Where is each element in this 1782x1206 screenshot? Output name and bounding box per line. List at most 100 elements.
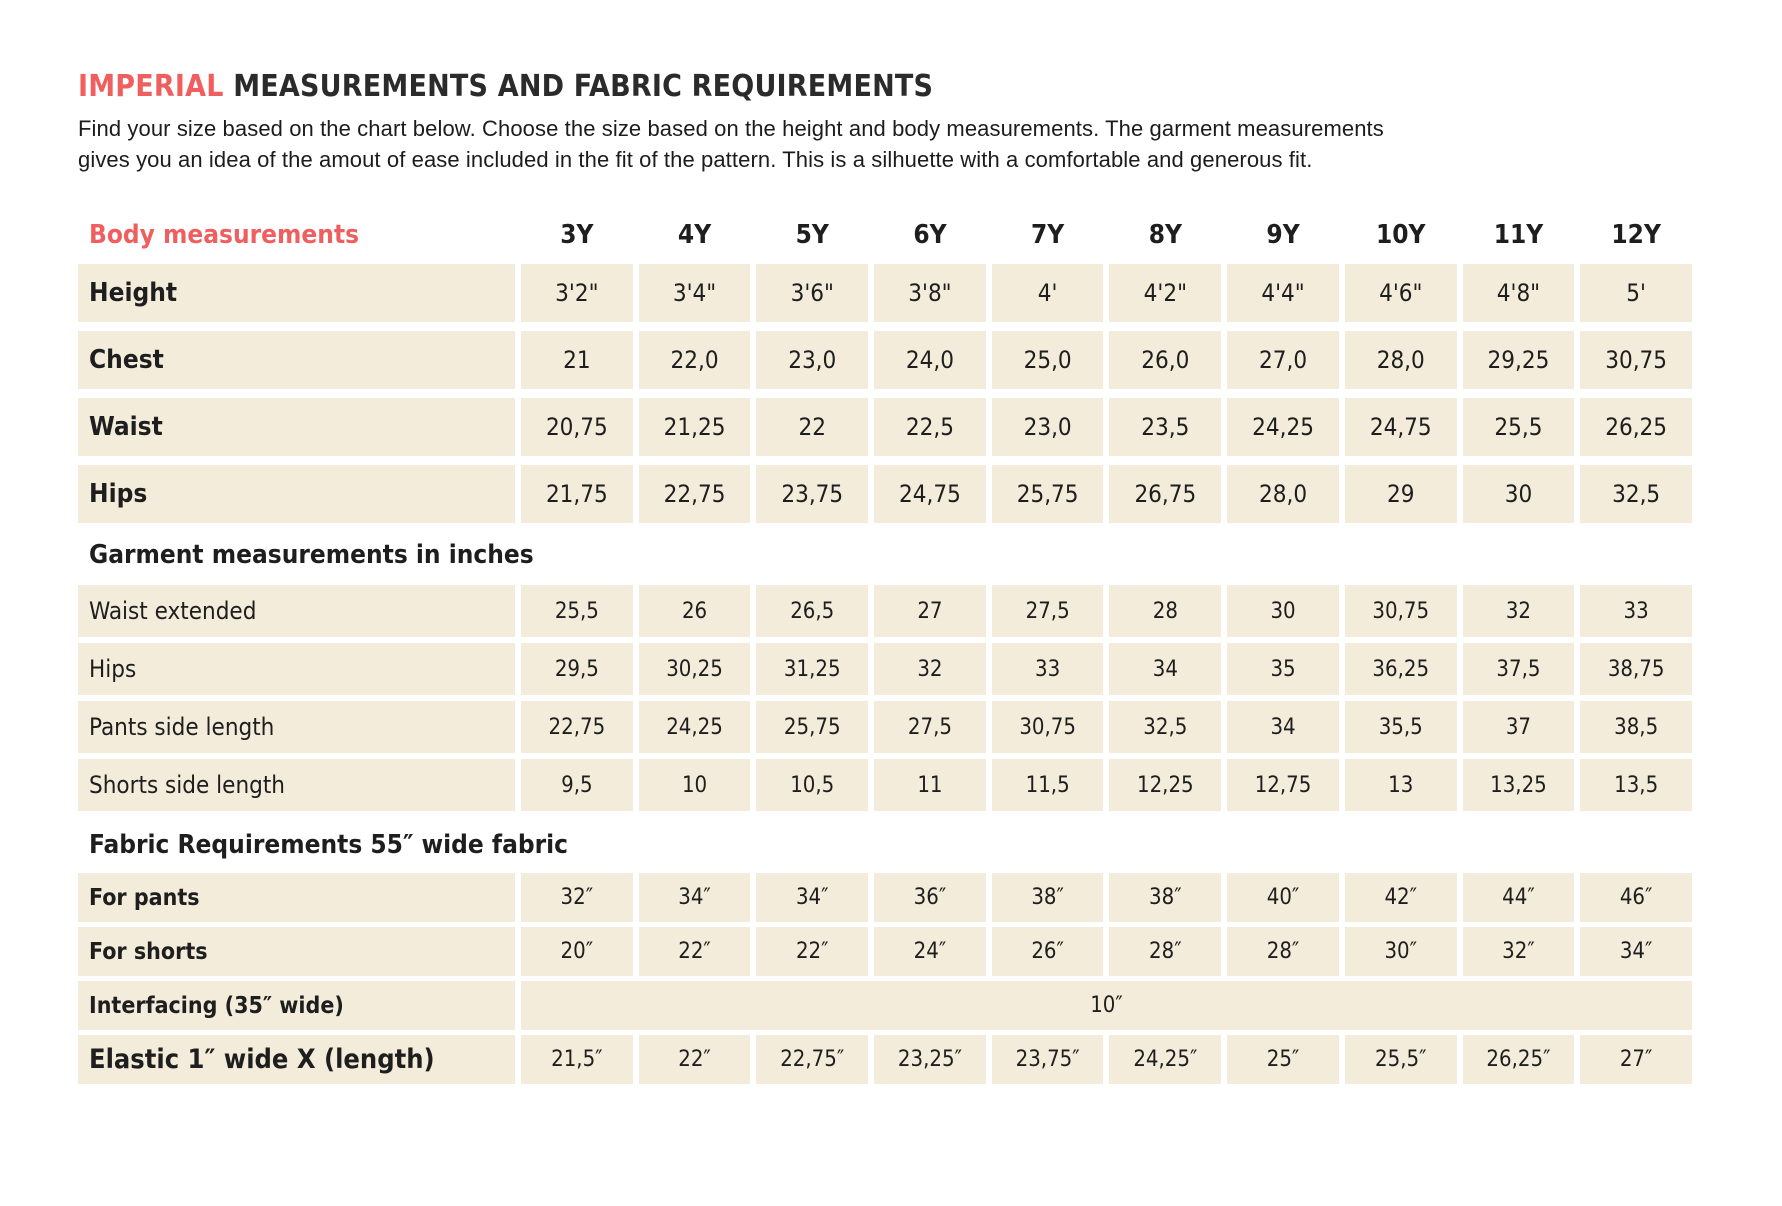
intro-line-1: Find your size based on the chart below.… (78, 116, 1384, 141)
value-cell: 44″ (1462, 873, 1575, 922)
value-cell: 29,5 (521, 643, 633, 695)
table-row: Waist extended 25,5 26 26,5 27 27,5 28 30 30,75 3… (78, 585, 1692, 637)
table-header-row: Body measurements 3Y 4Y 5Y 6Y 7Y 8Y 9Y 10Y 11Y 12… (78, 209, 1692, 261)
value-cell: 23,0 (756, 331, 869, 389)
table-row: For shorts 20″ 22″ 22″ 24″ 26″ 28″ 28″ 30″ 32″ 34″ (78, 927, 1692, 976)
value-cell: 10 (638, 759, 751, 811)
value-cell: 38,5 (1580, 701, 1692, 753)
value-cell: 42″ (1344, 873, 1457, 922)
value-cell: 4'8" (1462, 264, 1575, 322)
row-label: Hips (78, 465, 515, 523)
value-cell: 23,75″ (991, 1035, 1104, 1084)
value-cell: 28 (1109, 585, 1222, 637)
value-cell: 22,75″ (756, 1035, 869, 1084)
page: IMPERIAL MEASUREMENTS AND FABRIC REQUIRE… (78, 70, 1782, 1084)
title-highlight: IMPERIAL (78, 69, 224, 104)
size-column-header: 10Y (1375, 220, 1426, 250)
value-cell: 13,25 (1462, 759, 1575, 811)
row-label: For shorts (78, 927, 515, 976)
value-cell: 38″ (991, 873, 1104, 922)
value-cell: 21,25 (638, 398, 751, 456)
value-cell: 32″ (1462, 927, 1575, 976)
table-row: Chest 21 22,0 23,0 24,0 25,0 26,0 27,0 28,0 29,25… (78, 331, 1692, 389)
value-cell: 32 (1462, 585, 1575, 637)
size-table: Body measurements 3Y 4Y 5Y 6Y 7Y 8Y 9Y 10Y 11Y 12… (78, 209, 1692, 1084)
value-cell: 25,75 (756, 701, 869, 753)
value-cell: 13,5 (1580, 759, 1692, 811)
value-cell: 23,0 (991, 398, 1104, 456)
value-cell: 26 (638, 585, 751, 637)
value-cell: 20,75 (521, 398, 633, 456)
value-cell: 30,75 (1580, 331, 1692, 389)
value-cell: 37,5 (1462, 643, 1575, 695)
value-cell: 21,75 (521, 465, 633, 523)
size-column-header: 11Y (1493, 220, 1544, 250)
value-cell: 37 (1462, 701, 1575, 753)
row-label: Waist extended (78, 585, 515, 637)
table-row: Height 3'2" 3'4" 3'6" 3'8" 4' 4'2" 4'4" 4'6" 4'8"… (78, 264, 1692, 322)
value-cell: 32,5 (1580, 465, 1692, 523)
value-cell: 28,0 (1344, 331, 1457, 389)
value-cell: 21,5″ (521, 1035, 633, 1084)
value-cell: 32,5 (1109, 701, 1222, 753)
value-cell: 4'4" (1227, 264, 1339, 322)
row-label: Height (78, 264, 515, 322)
value-cell: 29 (1344, 465, 1457, 523)
value-cell: 22″ (756, 927, 869, 976)
value-cell: 24,75 (1344, 398, 1457, 456)
value-cell: 27,5 (991, 585, 1104, 637)
value-cell: 25″ (1227, 1035, 1339, 1084)
value-cell: 24″ (874, 927, 986, 976)
value-cell: 21 (521, 331, 633, 389)
value-cell: 5' (1580, 264, 1692, 322)
value-cell: 26,75 (1109, 465, 1222, 523)
value-cell: 36,25 (1344, 643, 1457, 695)
table-row: Shorts side length 9,5 10 10,5 11 11,5 12,25 12… (78, 759, 1692, 811)
value-cell: 30,75 (1344, 585, 1457, 637)
value-cell: 27 (874, 585, 986, 637)
size-column-header: 12Y (1611, 220, 1661, 250)
value-cell: 3'8" (874, 264, 986, 322)
value-cell: 27,0 (1227, 331, 1339, 389)
value-cell: 4' (991, 264, 1104, 322)
size-column-header: 3Y (560, 220, 594, 250)
size-column-header: 5Y (795, 220, 829, 250)
value-cell: 3'6" (756, 264, 869, 322)
value-cell: 20″ (521, 927, 633, 976)
value-cell: 25,5 (521, 585, 633, 637)
value-cell: 28″ (1109, 927, 1222, 976)
value-cell: 24,25″ (1109, 1035, 1222, 1084)
value-cell: 13 (1344, 759, 1457, 811)
value-cell: 27,5 (874, 701, 986, 753)
value-cell: 12,25 (1109, 759, 1222, 811)
value-cell: 22,5 (874, 398, 986, 456)
body-measurements-section: Height 3'2" 3'4" 3'6" 3'8" 4' 4'2" 4'4" 4'6" 4'8"… (78, 264, 1692, 523)
row-label: Interfacing (35″ wide) (78, 981, 515, 1030)
value-cell: 31,25 (756, 643, 869, 695)
value-cell: 3'4" (638, 264, 751, 322)
value-cell: 12,75 (1227, 759, 1339, 811)
value-cell: 24,25 (638, 701, 751, 753)
value-cell: 34″ (756, 873, 869, 922)
table-row: Waist 20,75 21,25 22 22,5 23,0 23,5 24,25 24,75 2… (78, 398, 1692, 456)
value-cell: 28″ (1227, 927, 1339, 976)
fabric-section-title: Fabric Requirements 55″ wide fabric (89, 830, 569, 860)
table-row: Pants side length 22,75 24,25 25,75 27,5 30,7… (78, 701, 1692, 753)
value-cell: 36″ (874, 873, 986, 922)
value-cell: 23,5 (1109, 398, 1222, 456)
value-cell: 22″ (638, 927, 751, 976)
value-cell: 25,0 (991, 331, 1104, 389)
value-cell: 4'6" (1344, 264, 1457, 322)
value-cell: 24,0 (874, 331, 986, 389)
table-row-elastic: Elastic 1″ wide X (length) 21,5″ 22″ 22,75… (78, 1035, 1692, 1084)
row-label: Elastic 1″ wide X (length) (78, 1035, 515, 1084)
value-cell: 22 (756, 398, 869, 456)
value-cell: 10,5 (756, 759, 869, 811)
garment-measurements-section: Waist extended 25,5 26 26,5 27 27,5 28 30 30,75 3… (78, 585, 1692, 811)
value-cell: 24,75 (874, 465, 986, 523)
value-cell: 35,5 (1344, 701, 1457, 753)
page-title: IMPERIAL MEASUREMENTS AND FABRIC REQUIRE… (78, 70, 1782, 103)
size-column-header: 8Y (1148, 220, 1182, 250)
value-cell: 38,75 (1580, 643, 1692, 695)
table-row-interfacing: Interfacing (35″ wide) 10″ (78, 981, 1692, 1030)
